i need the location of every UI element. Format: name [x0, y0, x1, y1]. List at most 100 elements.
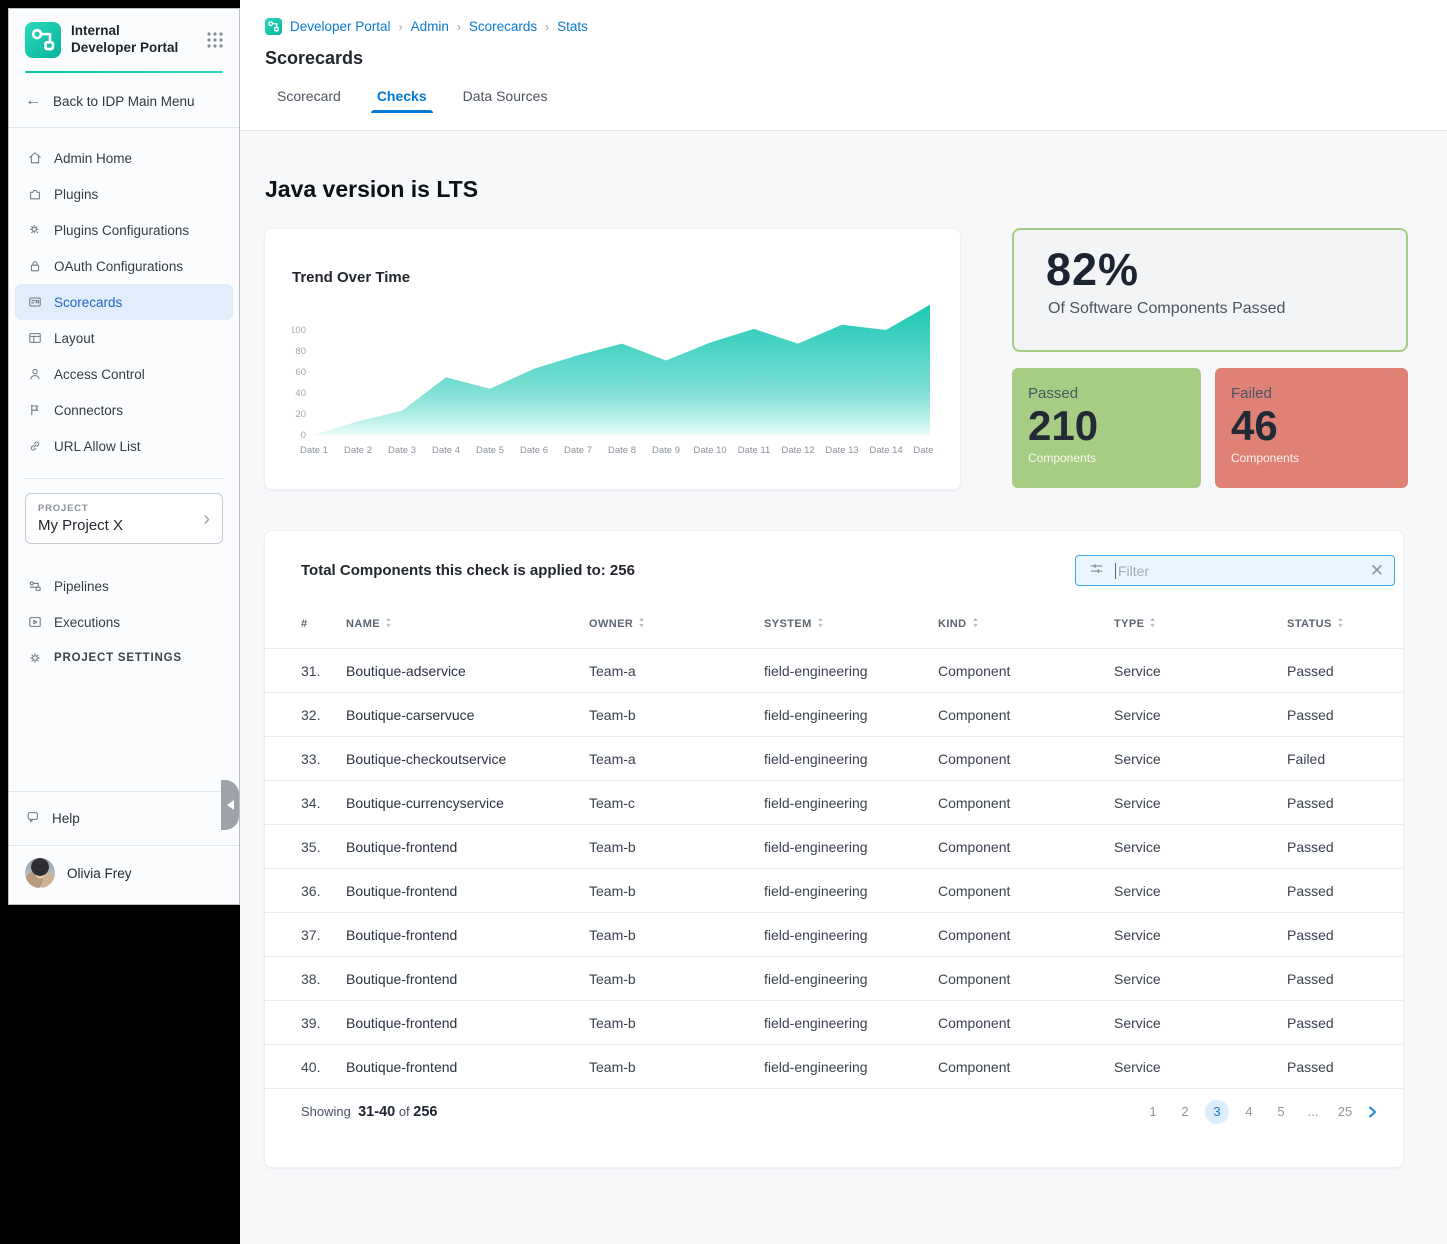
breadcrumb-link[interactable]: Developer Portal [290, 19, 391, 34]
cell-name: Boutique-frontend [346, 883, 589, 899]
x-axis-label: Date 14 [869, 445, 902, 456]
table-row[interactable]: 40.Boutique-frontendTeam-bfield-engineer… [265, 1044, 1403, 1088]
trend-area-chart: 020406080100Date 1Date 2Date 3Date 4Date… [292, 298, 937, 460]
back-to-idp-main-menu[interactable]: ← Back to IDP Main Menu [9, 73, 239, 128]
passed-value: 210 [1028, 402, 1185, 450]
table-row[interactable]: 38.Boutique-frontendTeam-bfield-engineer… [265, 956, 1403, 1000]
sidebar-item-label: Connectors [54, 403, 123, 418]
table-row[interactable]: 34.Boutique-currencyserviceTeam-cfield-e… [265, 780, 1403, 824]
showing-range: 31-40 [358, 1104, 395, 1120]
showing-summary: Showing 31-40 of 256 [301, 1104, 438, 1120]
sidebar-item-oauth-configurations[interactable]: OAuth Configurations [15, 248, 233, 284]
cell-index: 39. [301, 1015, 346, 1031]
column-header-system[interactable]: SYSTEM [764, 617, 938, 631]
table-row[interactable]: 39.Boutique-frontendTeam-bfield-engineer… [265, 1000, 1403, 1044]
cell-index: 31. [301, 663, 346, 679]
table-row[interactable]: 35.Boutique-frontendTeam-bfield-engineer… [265, 824, 1403, 868]
cell-type: Service [1114, 839, 1287, 855]
x-axis-label: Date 4 [432, 445, 460, 456]
plugins-icon [27, 186, 43, 202]
check-heading: Java version is LTS [265, 176, 478, 203]
page-number[interactable]: 3 [1205, 1100, 1229, 1124]
home-icon [27, 150, 43, 166]
sidebar-item-label: PROJECT SETTINGS [54, 652, 182, 664]
help-button[interactable]: Help [9, 791, 239, 845]
column-header-kind[interactable]: KIND [938, 617, 1114, 631]
column-header-index: # [301, 618, 346, 630]
cell-system: field-engineering [764, 927, 938, 943]
sidebar-item-scorecards[interactable]: Scorecards [15, 284, 233, 320]
sidebar-item-access-control[interactable]: Access Control [15, 356, 233, 392]
apps-grid-icon[interactable] [205, 30, 225, 50]
back-arrow-icon: ← [25, 93, 41, 109]
page-number[interactable]: 4 [1237, 1100, 1261, 1124]
tab-checks[interactable]: Checks [377, 88, 427, 113]
column-header-owner[interactable]: OWNER [589, 617, 764, 631]
showing-total: 256 [413, 1104, 437, 1120]
table-row[interactable]: 33.Boutique-checkoutserviceTeam-afield-e… [265, 736, 1403, 780]
page-number[interactable]: 5 [1269, 1100, 1293, 1124]
tab-scorecard[interactable]: Scorecard [277, 88, 341, 113]
cell-owner: Team-b [589, 971, 764, 987]
sidebar-item-label: Admin Home [54, 151, 132, 166]
page-title: Scorecards [265, 48, 1447, 69]
column-header-status[interactable]: STATUS [1287, 617, 1387, 631]
project-label: PROJECT [38, 503, 123, 514]
sidebar-item-url-allow-list[interactable]: URL Allow List [15, 428, 233, 464]
sort-icon[interactable] [638, 617, 645, 631]
table-row[interactable]: 31.Boutique-adserviceTeam-afield-enginee… [265, 648, 1403, 692]
sort-icon[interactable] [817, 617, 824, 631]
breadcrumb-logo-icon [265, 18, 282, 35]
breadcrumb-link[interactable]: Scorecards [469, 19, 537, 34]
trend-card: Trend Over Time 020406080100Date 1Date 2… [264, 228, 961, 490]
breadcrumb-link[interactable]: Admin [411, 19, 449, 34]
x-axis-label: Date 9 [652, 445, 680, 456]
sidebar-item-project-settings[interactable]: PROJECT SETTINGS [15, 640, 233, 676]
sidebar-item-plugins[interactable]: Plugins [15, 176, 233, 212]
cell-name: Boutique-adservice [346, 663, 589, 679]
sort-icon[interactable] [1149, 617, 1156, 631]
filter-input[interactable] [1115, 563, 1370, 579]
sort-icon[interactable] [1337, 617, 1344, 631]
cell-system: field-engineering [764, 663, 938, 679]
cell-system: field-engineering [764, 751, 938, 767]
cell-owner: Team-b [589, 1015, 764, 1031]
sidebar-item-connectors[interactable]: Connectors [15, 392, 233, 428]
column-header-name[interactable]: NAME [346, 617, 589, 631]
cell-status: Passed [1287, 1015, 1387, 1031]
breadcrumb-separator: › [545, 20, 549, 34]
user-name: Olivia Frey [67, 866, 132, 881]
project-selector[interactable]: PROJECT My Project X › [25, 493, 223, 544]
x-axis-label: Date 13 [825, 445, 858, 456]
sidebar-item-plugins-configurations[interactable]: Plugins Configurations [15, 212, 233, 248]
table-row[interactable]: 32.Boutique-carservuceTeam-bfield-engine… [265, 692, 1403, 736]
sidebar-item-executions[interactable]: Executions [15, 604, 233, 640]
page-numbers: 12345...25 [1141, 1100, 1357, 1124]
sort-icon[interactable] [385, 617, 392, 631]
app-title: Internal Developer Portal [71, 23, 195, 57]
sidebar-collapse-button[interactable] [221, 780, 239, 830]
cell-system: field-engineering [764, 971, 938, 987]
clear-filter-icon[interactable]: ✕ [1370, 562, 1384, 579]
filter-box[interactable]: ✕ [1075, 555, 1395, 586]
cell-status: Passed [1287, 663, 1387, 679]
cell-index: 36. [301, 883, 346, 899]
page-number[interactable]: 1 [1141, 1100, 1165, 1124]
breadcrumb-link[interactable]: Stats [557, 19, 588, 34]
sidebar-item-layout[interactable]: Layout [15, 320, 233, 356]
table-row[interactable]: 36.Boutique-frontendTeam-bfield-engineer… [265, 868, 1403, 912]
tab-data-sources[interactable]: Data Sources [463, 88, 548, 113]
cell-kind: Component [938, 751, 1114, 767]
cell-owner: Team-a [589, 663, 764, 679]
sidebar-item-admin-home[interactable]: Admin Home [15, 140, 233, 176]
sort-icon[interactable] [972, 617, 979, 631]
user-menu[interactable]: Olivia Frey [9, 845, 239, 904]
next-page-button[interactable] [1365, 1105, 1379, 1119]
page-number[interactable]: 25 [1333, 1100, 1357, 1124]
column-header-type[interactable]: TYPE [1114, 617, 1287, 631]
breadcrumb: Developer Portal›Admin›Scorecards›Stats [265, 18, 1447, 35]
page-number[interactable]: 2 [1173, 1100, 1197, 1124]
table-row[interactable]: 37.Boutique-frontendTeam-bfield-engineer… [265, 912, 1403, 956]
sidebar-item-pipelines[interactable]: Pipelines [15, 568, 233, 604]
cell-status: Passed [1287, 927, 1387, 943]
